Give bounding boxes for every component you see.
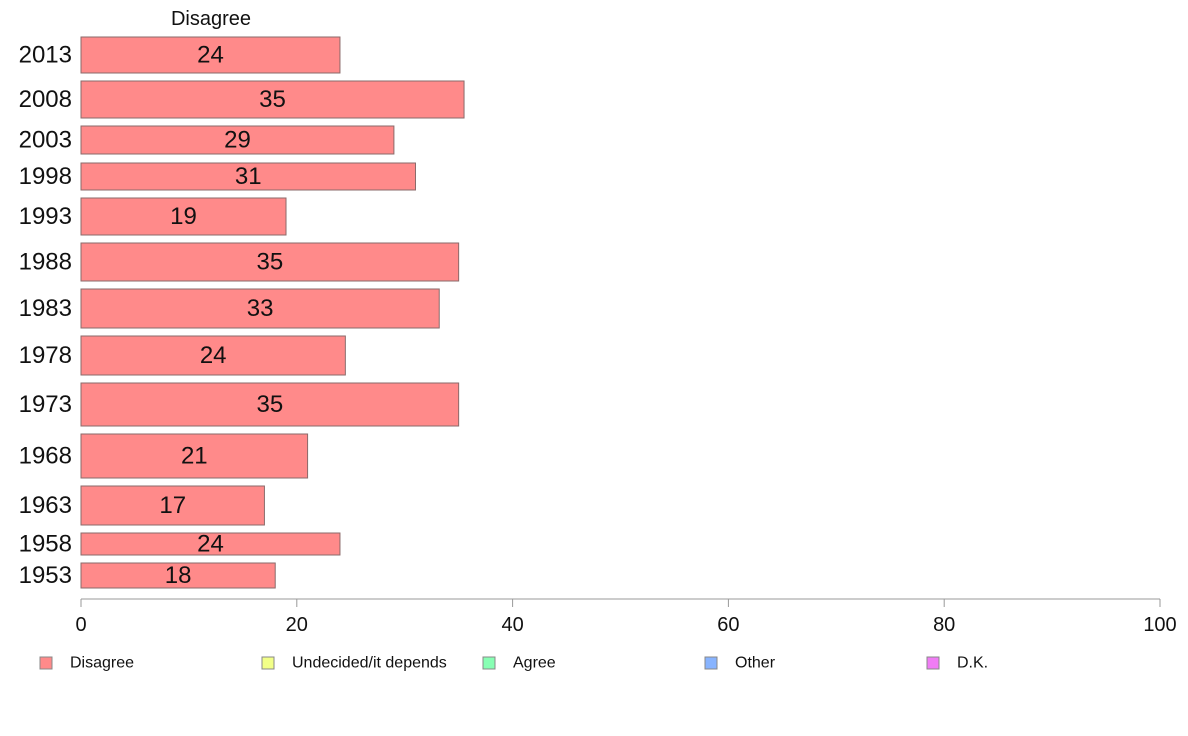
legend: Disagree Undecided/it depends Agree Other D.…: [39, 655, 988, 672]
legend-label-1: Undecided/it depends: [292, 655, 447, 672]
legend-label-2: Agree: [513, 655, 556, 672]
bar-value-label-1998: 31: [235, 163, 262, 190]
category-label-2008: 2008: [19, 86, 72, 113]
panel-header: Disagree: [171, 8, 251, 30]
legend-swatch-0: [39, 656, 53, 670]
category-label-1973: 1973: [19, 391, 72, 418]
category-label-1983: 1983: [19, 295, 72, 322]
bar-value-label-1953: 18: [165, 562, 192, 589]
category-label-1993: 1993: [19, 203, 72, 230]
bar-value-label-2013: 24: [197, 42, 224, 69]
bar-2003: [80, 125, 395, 155]
legend-swatch-2: [482, 656, 496, 670]
bar-1968: [80, 433, 309, 479]
bar-value-label-1983: 33: [247, 295, 274, 322]
legend-label-3: Other: [735, 655, 776, 672]
legend-swatch-4: [926, 656, 940, 670]
category-label-1958: 1958: [19, 531, 72, 558]
x-tick-label-20: 20: [286, 614, 308, 636]
x-tick-label-40: 40: [501, 614, 523, 636]
category-label-2013: 2013: [19, 42, 72, 69]
bar-1973: [80, 382, 460, 427]
bar-value-label-1988: 35: [256, 249, 283, 276]
category-label-1988: 1988: [19, 249, 72, 276]
bar-value-label-1958: 24: [197, 531, 224, 558]
bar-value-label-1963: 17: [159, 492, 186, 519]
bar-value-label-1973: 35: [256, 391, 283, 418]
bar-1998: [80, 162, 416, 191]
bar-1978: [80, 335, 346, 376]
bar-value-label-1993: 19: [170, 203, 197, 230]
bar-1988: [80, 242, 460, 282]
legend-swatch-1: [261, 656, 275, 670]
bar-1953: [80, 562, 276, 589]
bar-value-label-1978: 24: [200, 342, 227, 369]
bar-value-label-1968: 21: [181, 443, 208, 470]
x-tick-label-80: 80: [933, 614, 955, 636]
category-label-1963: 1963: [19, 492, 72, 519]
x-tick-label-60: 60: [717, 614, 739, 636]
bar-1993: [80, 197, 287, 236]
legend-label-4: D.K.: [957, 655, 988, 672]
category-label-1978: 1978: [19, 342, 72, 369]
x-axis: 0 20 40 60 80 100: [75, 598, 1177, 636]
bar-1958: [80, 532, 341, 556]
legend-swatch-3: [704, 656, 718, 670]
x-tick-label-0: 0: [75, 614, 86, 636]
category-label-1953: 1953: [19, 562, 72, 589]
category-label-1998: 1998: [19, 163, 72, 190]
bar-1983: [80, 288, 440, 329]
bar-1963: [80, 485, 265, 526]
category-label-2003: 2003: [19, 127, 72, 154]
bar-2013: [80, 36, 341, 74]
bar-value-label-2008: 35: [259, 86, 286, 113]
category-label-1968: 1968: [19, 443, 72, 470]
bar-value-label-2003: 29: [224, 127, 251, 154]
legend-label-0: Disagree: [70, 655, 134, 672]
bars-layer: 24 2013 35 2008 29 2003 31 1998 19 1993 35 1988 33 19…: [19, 36, 465, 589]
x-tick-label-100: 100: [1143, 614, 1176, 636]
bar-2008: [80, 80, 465, 119]
